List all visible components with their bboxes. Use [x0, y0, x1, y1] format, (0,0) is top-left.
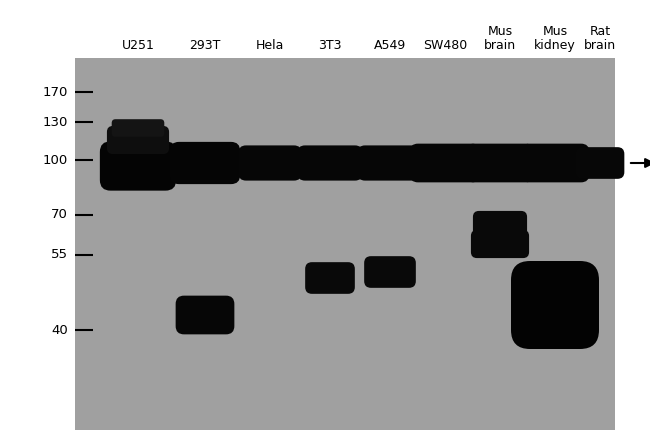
FancyBboxPatch shape [239, 146, 302, 181]
FancyBboxPatch shape [107, 126, 169, 154]
Text: U251: U251 [122, 39, 155, 52]
Text: 3T3: 3T3 [318, 39, 342, 52]
Text: 70: 70 [51, 208, 68, 221]
FancyBboxPatch shape [410, 144, 480, 182]
Text: 293T: 293T [189, 39, 221, 52]
FancyBboxPatch shape [176, 296, 235, 334]
Text: SW480: SW480 [423, 39, 467, 52]
FancyBboxPatch shape [100, 142, 176, 191]
Text: Mus
brain: Mus brain [484, 25, 516, 52]
Text: A549: A549 [374, 39, 406, 52]
Text: 170: 170 [43, 86, 68, 99]
FancyBboxPatch shape [112, 119, 164, 137]
FancyBboxPatch shape [521, 144, 590, 182]
Text: 40: 40 [51, 323, 68, 336]
Bar [75, 58, 615, 430]
FancyBboxPatch shape [298, 146, 363, 181]
FancyBboxPatch shape [471, 230, 529, 258]
Text: 130: 130 [43, 116, 68, 129]
Text: Mus
kidney: Mus kidney [534, 25, 576, 52]
FancyBboxPatch shape [358, 146, 423, 181]
FancyBboxPatch shape [576, 147, 625, 179]
FancyBboxPatch shape [364, 256, 416, 288]
FancyBboxPatch shape [511, 261, 599, 349]
FancyBboxPatch shape [170, 142, 240, 184]
Text: Hela: Hela [256, 39, 284, 52]
FancyBboxPatch shape [473, 211, 527, 239]
Text: 100: 100 [43, 154, 68, 167]
FancyBboxPatch shape [465, 144, 534, 182]
Text: 55: 55 [51, 249, 68, 262]
FancyBboxPatch shape [305, 262, 355, 294]
Text: Rat
brain: Rat brain [584, 25, 616, 52]
